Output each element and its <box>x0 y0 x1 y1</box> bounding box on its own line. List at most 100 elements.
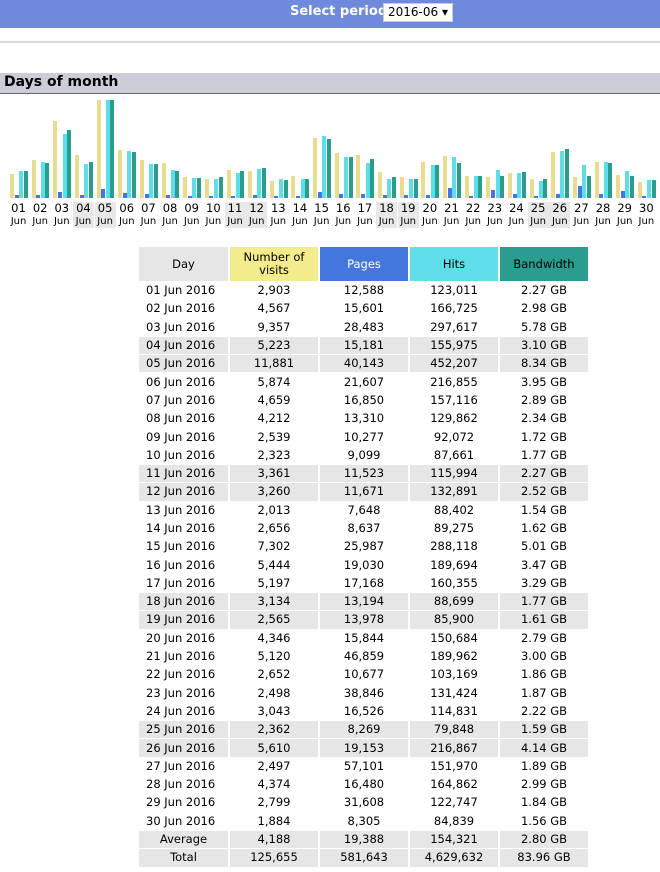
cell-visits: 5,874 <box>257 374 291 389</box>
tick-month: Jun <box>595 216 611 227</box>
cell-visits: 4,346 <box>257 630 291 645</box>
x-tick-label: 08 Jun <box>160 202 181 228</box>
bar-pages <box>274 196 279 198</box>
tick-day: 10 <box>206 201 221 215</box>
cell-hits: 103,169 <box>430 667 478 682</box>
cell-pages: 11,671 <box>320 483 408 501</box>
cell-visits: 3,043 <box>257 703 291 718</box>
bar-visits <box>313 138 318 198</box>
cell-pages: 9,099 <box>347 447 381 462</box>
cell-visits: 4,374 <box>257 777 291 792</box>
tick-month: Jun <box>422 216 438 227</box>
tick-month: Jun <box>465 216 481 227</box>
bar-bandwidth <box>413 179 418 198</box>
bar-pages <box>555 194 560 198</box>
bar-visits <box>53 121 58 198</box>
cell-visits: 5,120 <box>257 649 291 664</box>
cell-pages: 28,483 <box>343 319 385 334</box>
tick-month: Jun <box>53 216 70 227</box>
x-tick-label: 24 Jun <box>506 202 527 228</box>
bar-pages <box>122 193 127 198</box>
bar-pages <box>425 195 430 198</box>
cell-pages: 15,181 <box>320 336 408 355</box>
x-tick-label: 14 Jun <box>289 202 310 228</box>
cell-pages: 12,588 <box>343 283 385 298</box>
x-tick-label: 04 Jun <box>72 202 94 228</box>
bar-bandwidth <box>435 165 440 198</box>
tick-day: 23 <box>487 201 503 215</box>
tick-month: Jun <box>378 216 395 227</box>
x-tick-label: 09 Jun <box>181 202 202 228</box>
bar-visits <box>399 177 404 198</box>
x-tick-label: 05 Jun <box>94 202 116 228</box>
bar-visits <box>31 160 36 198</box>
cell-pages: 25,987 <box>343 539 385 554</box>
bar-visits <box>226 170 231 198</box>
cell-hits: 87,661 <box>433 447 475 462</box>
cell-day: Total <box>139 849 228 867</box>
x-tick-label: 22 Jun <box>463 202 484 228</box>
cell-bandwidth: 5.78 GB <box>520 319 568 334</box>
tick-month: Jun <box>140 216 157 227</box>
cell-pages: 19,153 <box>320 739 408 757</box>
cell-hits: 155,975 <box>410 336 498 355</box>
tick-day: 21 <box>444 201 459 215</box>
tick-day: 14 <box>292 201 308 215</box>
cell-hits: 132,891 <box>410 483 498 501</box>
cell-day: 07 Jun 2016 <box>146 392 216 407</box>
x-tick-label: 16 Jun <box>333 202 354 228</box>
cell-visits: 2,323 <box>257 447 291 462</box>
bar-hits <box>214 179 219 198</box>
cell-bandwidth: 1.59 GB <box>500 721 588 739</box>
cell-pages: 13,194 <box>320 593 408 611</box>
x-tick-label: 23 Jun <box>484 202 505 228</box>
bar-visits <box>161 163 166 198</box>
bar-visits <box>204 179 209 198</box>
tick-month: Jun <box>400 216 416 227</box>
cell-day: 26 Jun 2016 <box>139 739 228 757</box>
tick-month: Jun <box>638 216 655 227</box>
cell-visits: 2,539 <box>257 429 291 444</box>
bar-bandwidth <box>45 163 50 198</box>
bar-visits <box>551 152 556 198</box>
cell-pages: 16,850 <box>343 392 385 407</box>
tick-day: 01 <box>11 201 26 215</box>
cell-day: 15 Jun 2016 <box>146 539 216 554</box>
bar-visits <box>269 181 274 198</box>
bar-bandwidth <box>326 139 331 198</box>
bar-pages <box>187 196 192 198</box>
bar-bandwidth <box>110 100 115 198</box>
bar-visits <box>183 177 188 198</box>
bar-hits <box>322 136 327 198</box>
cell-day: 19 Jun 2016 <box>139 611 228 629</box>
bar-bandwidth <box>521 172 526 198</box>
cell-bandwidth: 1.84 GB <box>520 795 568 810</box>
tick-month: Jun <box>97 216 113 227</box>
cell-day: 25 Jun 2016 <box>139 721 228 739</box>
bar-bandwidth <box>261 168 266 198</box>
tick-month: Jun <box>75 216 92 227</box>
bar-pages <box>361 194 365 198</box>
bar-pages <box>642 196 647 198</box>
cell-hits: 160,355 <box>430 575 478 590</box>
table-row: 27 Jun 2016 2,497 57,101 151,970 1.89 GB <box>139 758 588 775</box>
bar-hits <box>495 170 500 198</box>
cell-visits: 4,659 <box>257 392 291 407</box>
table-row: 02 Jun 2016 4,567 15,601 166,725 2.98 GB <box>139 300 588 317</box>
x-tick-label: 20 Jun <box>419 202 440 228</box>
table-row: 28 Jun 2016 4,374 16,480 164,862 2.99 GB <box>139 776 588 793</box>
cell-bandwidth: 3.29 GB <box>520 575 568 590</box>
header-visits: Number of visits <box>230 247 318 281</box>
cell-hits: 84,839 <box>433 813 475 828</box>
table-row: 03 Jun 2016 9,357 28,483 297,617 5.78 GB <box>139 319 588 336</box>
days-table: Day Number of visits Pages Hits Bandwidth 01… <box>137 246 590 868</box>
section-title: Days of month <box>4 74 119 90</box>
table-row: 08 Jun 2016 4,212 13,310 129,862 2.34 GB <box>139 410 588 427</box>
cell-bandwidth: 1.86 GB <box>520 667 568 682</box>
cell-hits: 114,831 <box>430 703 478 718</box>
bar-hits <box>582 165 587 198</box>
period-select[interactable]: 2016-06 ▾ <box>383 3 453 22</box>
cell-day: 09 Jun 2016 <box>146 429 216 444</box>
cell-hits: 85,900 <box>410 611 498 629</box>
bar-visits <box>572 177 577 198</box>
